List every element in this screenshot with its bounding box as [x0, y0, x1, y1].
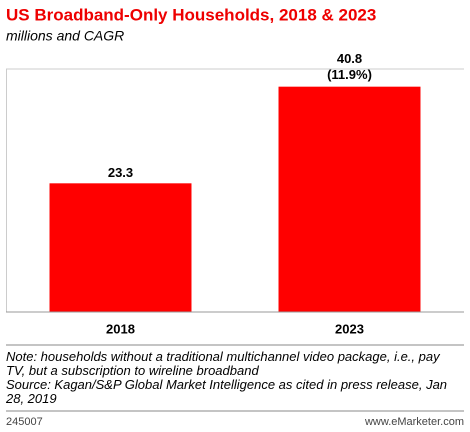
- source: Source: Kagan/S&P Global Market Intellig…: [6, 377, 448, 406]
- x-tick-label: 2023: [335, 321, 364, 336]
- value-label: 23.3: [108, 165, 133, 180]
- chart-title: US Broadband-Only Households, 2018 & 202…: [6, 5, 376, 24]
- x-tick-label: 2018: [106, 321, 135, 336]
- site: www.eMarketer.com: [364, 416, 464, 428]
- chart-subtitle: millions and CAGR: [6, 28, 124, 44]
- chart-id: 245007: [6, 416, 43, 428]
- value-label: 40.8: [337, 51, 362, 66]
- note: Note: households without a traditional m…: [6, 349, 440, 378]
- bar: [49, 183, 192, 312]
- bar: [278, 86, 421, 312]
- cagr-label: (11.9%): [327, 67, 372, 82]
